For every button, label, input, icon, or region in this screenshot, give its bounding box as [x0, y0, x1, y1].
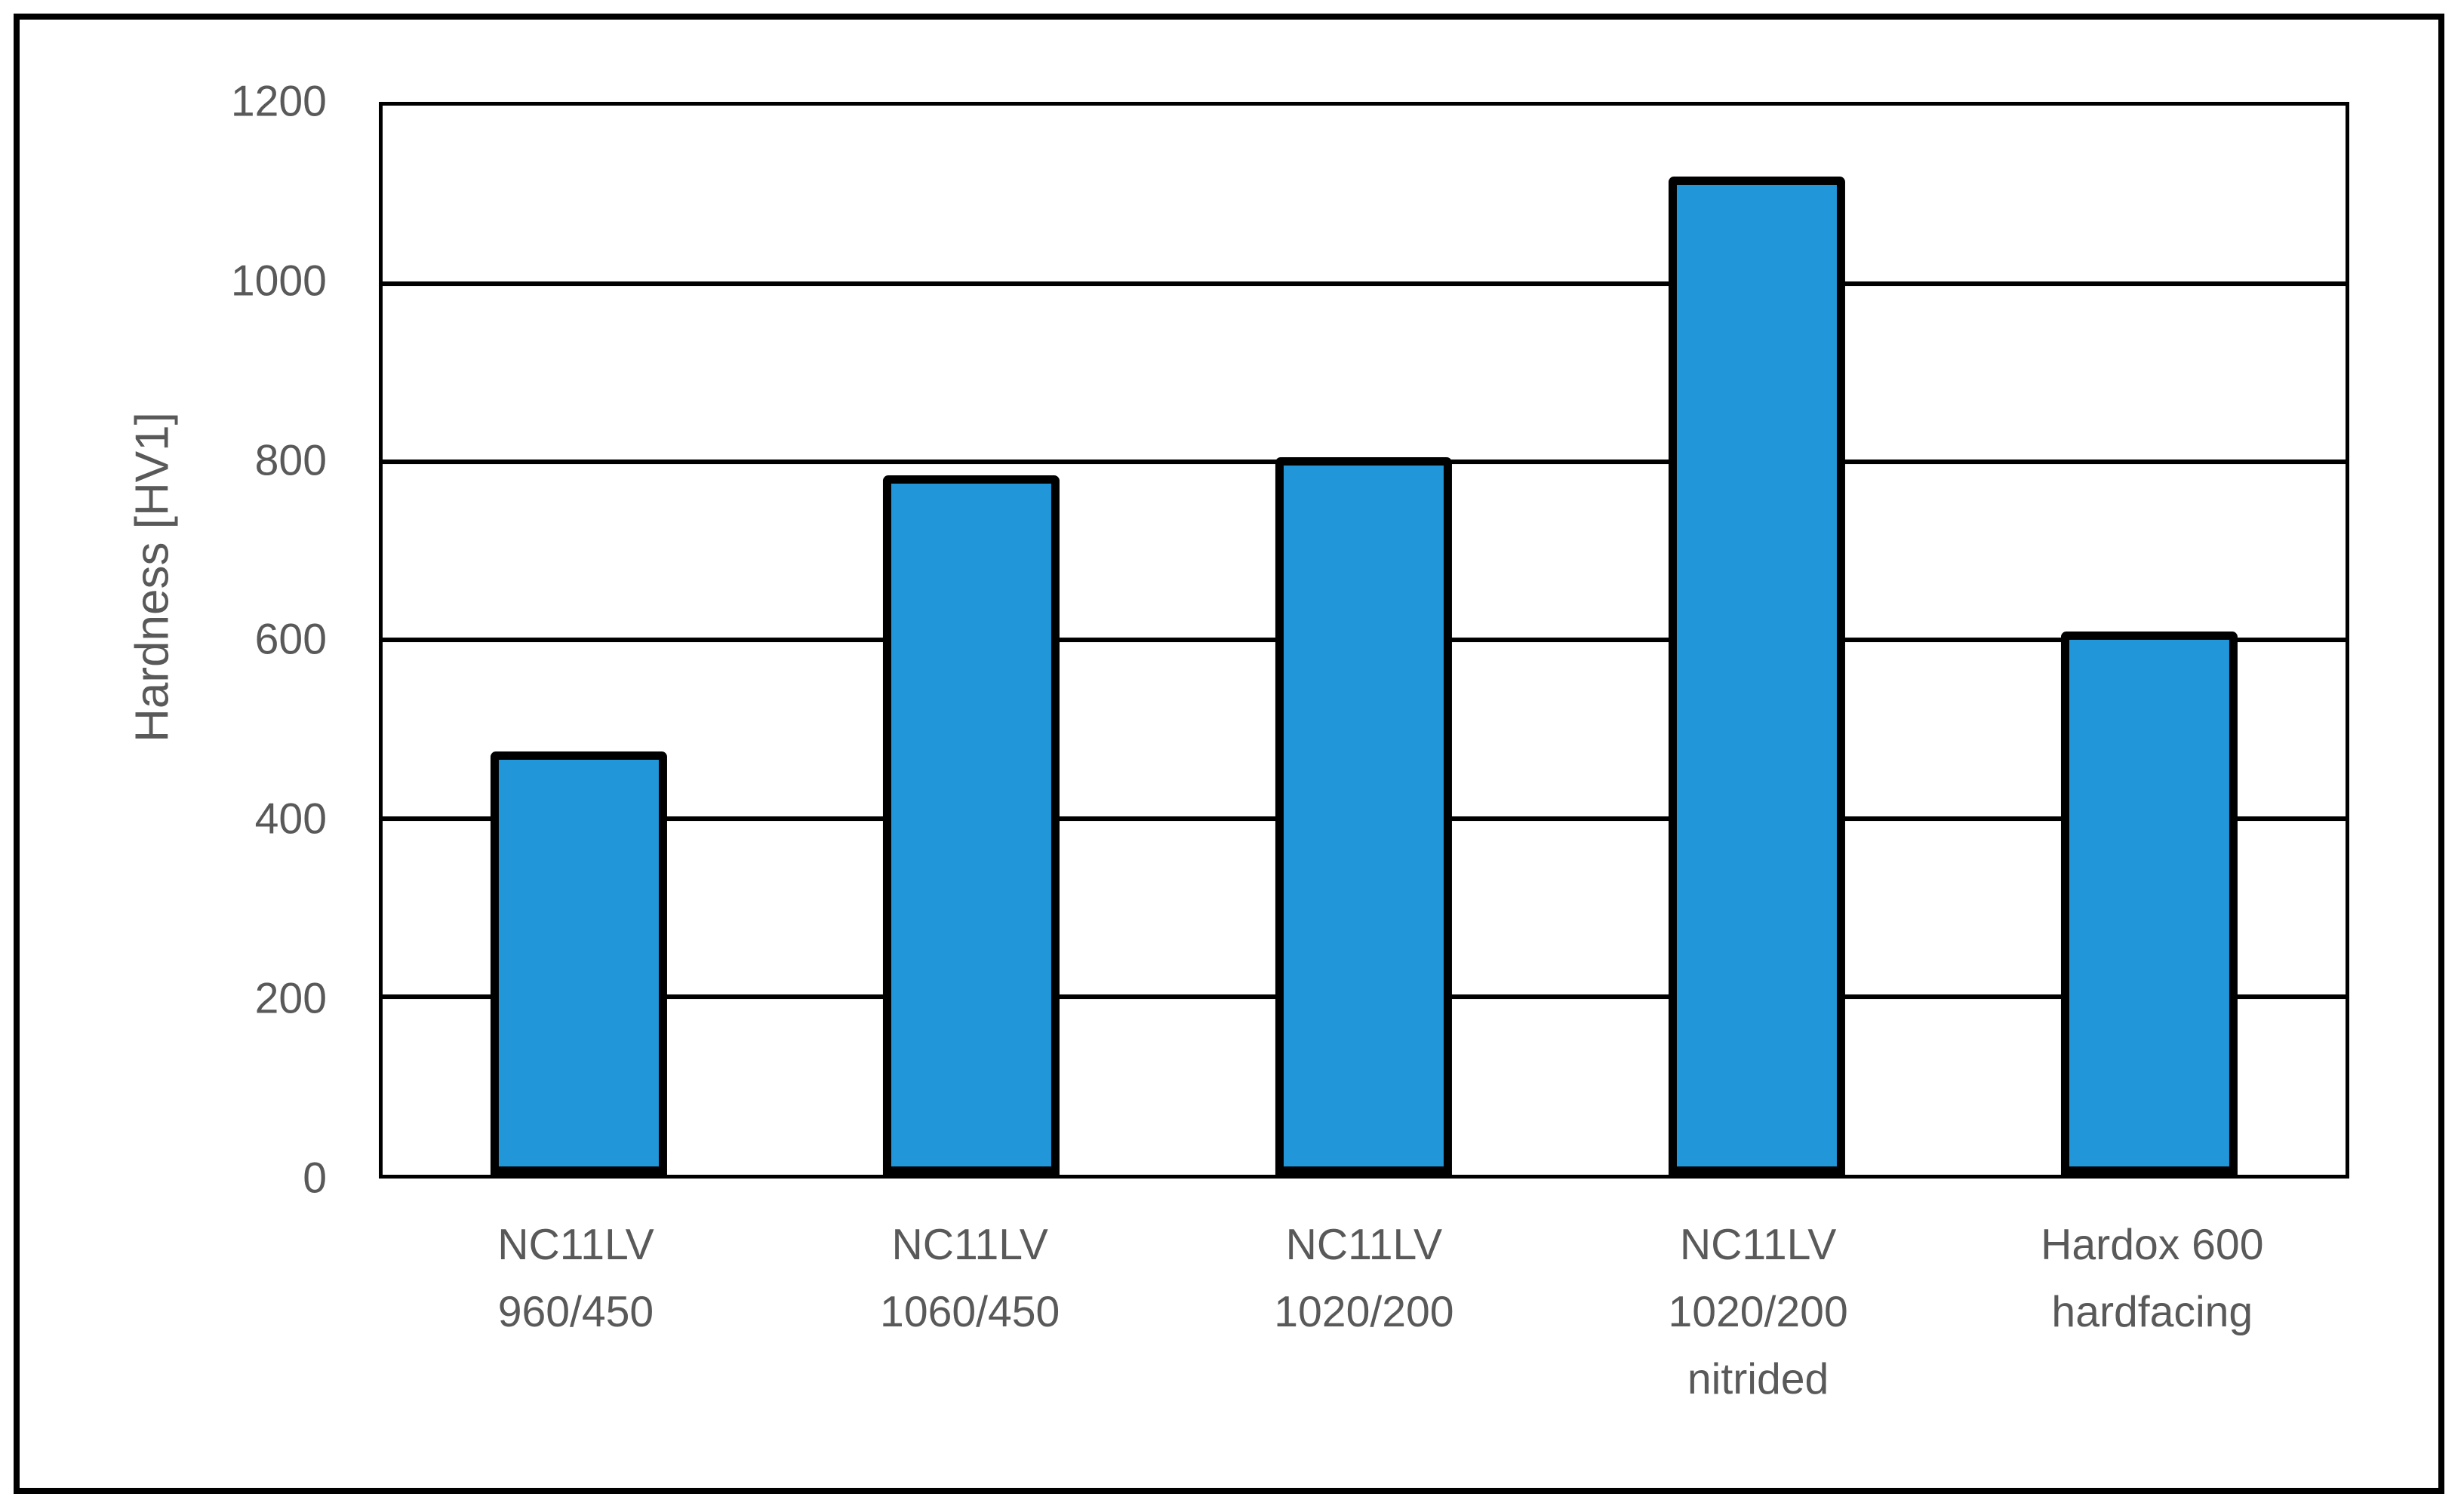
x-category-label-line: Hardox 600	[2041, 1221, 2264, 1270]
y-tick-label-1200: 1200	[230, 77, 327, 126]
y-tick-label-1000: 1000	[230, 257, 327, 306]
x-category-label-line: hardfacing	[2051, 1287, 2253, 1336]
y-tick-label-800: 800	[254, 436, 327, 485]
x-category-label-line: nitrided	[1687, 1354, 1829, 1403]
x-category-label-nc11lv-1060-450: NC11LV 1060/450	[880, 1212, 1060, 1346]
x-category-label-line: 1020/200	[1668, 1287, 1848, 1336]
bar-nc11lv-1020-200	[1275, 457, 1453, 1175]
plot-area	[378, 101, 2349, 1179]
x-category-label-line: NC11LV	[1285, 1221, 1443, 1270]
x-category-label-line: NC11LV	[497, 1221, 654, 1270]
x-category-label-line: 1060/450	[880, 1287, 1060, 1336]
x-category-label-nc11lv-1020-200-nitrided: NC11LV 1020/200 nitrided	[1668, 1212, 1847, 1412]
x-category-label-line: 1020/200	[1274, 1287, 1454, 1336]
y-tick-label-600: 600	[254, 615, 327, 664]
x-category-label-nc11lv-1020-200: NC11LV 1020/200	[1274, 1212, 1453, 1346]
x-category-label-hardox-600-hardfacing: Hardox 600 hardfacing	[2041, 1212, 2263, 1346]
chart-frame: Hardness [HV1] 0 200 400 600 800 1000 1200 NC1…	[13, 14, 2444, 1494]
x-category-label-line: NC11LV	[1679, 1221, 1837, 1270]
bar-hardox-600-hardfacing	[2060, 631, 2238, 1175]
y-axis-tick-labels: 0 200 400 600 800 1000 1200	[44, 80, 327, 1200]
bar-nc11lv-1060-450	[883, 475, 1060, 1175]
x-axis-category-labels: NC11LV 960/450 NC11LV 1060/450 NC11LV 1020/20…	[379, 1212, 2349, 1461]
y-tick-label-0: 0	[303, 1154, 327, 1203]
bar-nc11lv-1020-200-nitrided	[1668, 177, 1845, 1175]
x-category-label-nc11lv-960-450: NC11LV 960/450	[497, 1212, 654, 1346]
bar-nc11lv-960-450	[490, 751, 668, 1175]
y-tick-label-200: 200	[254, 974, 327, 1023]
gridline-1000	[382, 281, 2346, 286]
x-category-label-line: NC11LV	[891, 1221, 1048, 1270]
x-category-label-line: 960/450	[497, 1287, 654, 1336]
y-tick-label-400: 400	[254, 794, 327, 844]
